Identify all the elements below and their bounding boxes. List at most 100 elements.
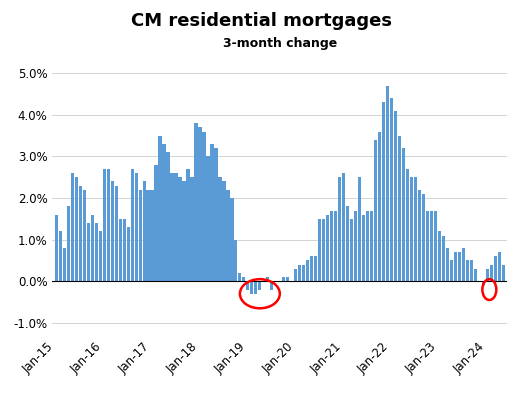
Bar bbox=[366, 210, 369, 281]
Bar bbox=[218, 177, 222, 281]
Bar bbox=[131, 169, 134, 281]
Bar bbox=[298, 265, 301, 281]
Bar bbox=[494, 256, 497, 281]
Bar bbox=[251, 281, 254, 294]
Bar bbox=[90, 215, 94, 281]
Bar bbox=[266, 277, 269, 281]
Bar bbox=[83, 190, 86, 281]
Bar bbox=[183, 181, 186, 281]
Bar bbox=[418, 190, 421, 281]
Bar bbox=[230, 198, 233, 281]
Bar bbox=[386, 86, 389, 281]
Bar bbox=[450, 261, 453, 281]
Bar bbox=[470, 261, 473, 281]
Bar bbox=[66, 206, 70, 281]
Bar bbox=[122, 219, 126, 281]
Bar bbox=[198, 127, 201, 281]
Bar bbox=[139, 190, 142, 281]
Bar bbox=[498, 252, 501, 281]
Bar bbox=[406, 169, 409, 281]
Bar bbox=[294, 269, 298, 281]
Bar bbox=[103, 169, 106, 281]
Bar bbox=[258, 281, 262, 290]
Bar bbox=[207, 156, 210, 281]
Bar bbox=[338, 177, 342, 281]
Bar bbox=[430, 210, 433, 281]
Bar bbox=[326, 215, 329, 281]
Bar bbox=[238, 273, 242, 281]
Bar bbox=[322, 219, 325, 281]
Bar bbox=[107, 169, 110, 281]
Bar bbox=[466, 261, 469, 281]
Bar bbox=[142, 181, 146, 281]
Bar bbox=[342, 173, 345, 281]
Bar bbox=[362, 215, 365, 281]
Bar bbox=[482, 281, 485, 285]
Bar bbox=[390, 98, 393, 281]
Bar bbox=[178, 177, 181, 281]
Text: CM residential mortgages: CM residential mortgages bbox=[131, 12, 392, 30]
Bar bbox=[346, 206, 349, 281]
Bar bbox=[310, 256, 313, 281]
Bar bbox=[119, 219, 122, 281]
Bar bbox=[286, 277, 289, 281]
Bar bbox=[426, 210, 429, 281]
Bar bbox=[486, 269, 489, 281]
Bar bbox=[330, 210, 333, 281]
Bar bbox=[490, 265, 493, 281]
Bar bbox=[146, 190, 150, 281]
Bar bbox=[438, 231, 441, 281]
Bar bbox=[314, 256, 317, 281]
Bar bbox=[370, 210, 373, 281]
Bar bbox=[446, 248, 449, 281]
Bar bbox=[434, 210, 437, 281]
Bar bbox=[354, 210, 357, 281]
Bar bbox=[115, 185, 118, 281]
Bar bbox=[358, 177, 361, 281]
Bar bbox=[163, 144, 166, 281]
Bar bbox=[398, 136, 401, 281]
Bar bbox=[190, 177, 194, 281]
Bar bbox=[222, 181, 225, 281]
Bar bbox=[195, 123, 198, 281]
Bar bbox=[134, 173, 138, 281]
Bar bbox=[71, 173, 74, 281]
Bar bbox=[59, 231, 62, 281]
Bar bbox=[414, 177, 417, 281]
Bar bbox=[458, 252, 461, 281]
Bar bbox=[170, 173, 174, 281]
Bar bbox=[270, 281, 274, 290]
Bar bbox=[474, 269, 477, 281]
Bar bbox=[442, 236, 445, 281]
Bar bbox=[234, 240, 237, 281]
Bar bbox=[63, 248, 66, 281]
Bar bbox=[410, 177, 413, 281]
Bar bbox=[158, 136, 162, 281]
Bar bbox=[246, 281, 249, 290]
Bar bbox=[382, 103, 385, 281]
Bar bbox=[226, 190, 230, 281]
Bar bbox=[454, 252, 457, 281]
Bar bbox=[127, 227, 130, 281]
Bar bbox=[350, 219, 353, 281]
Bar bbox=[175, 173, 178, 281]
Bar bbox=[254, 281, 257, 294]
Bar bbox=[502, 265, 505, 281]
Bar bbox=[99, 231, 102, 281]
Bar bbox=[154, 165, 157, 281]
Bar bbox=[378, 132, 381, 281]
Bar bbox=[422, 194, 425, 281]
Bar bbox=[110, 181, 114, 281]
Bar bbox=[306, 261, 309, 281]
Bar bbox=[78, 185, 82, 281]
Bar bbox=[95, 223, 98, 281]
Bar bbox=[75, 177, 78, 281]
Bar bbox=[151, 190, 154, 281]
Bar bbox=[242, 277, 245, 281]
Bar bbox=[402, 148, 405, 281]
Bar bbox=[282, 277, 286, 281]
Title: 3-month change: 3-month change bbox=[223, 37, 337, 50]
Bar bbox=[302, 265, 305, 281]
Bar bbox=[87, 223, 90, 281]
Bar bbox=[210, 144, 213, 281]
